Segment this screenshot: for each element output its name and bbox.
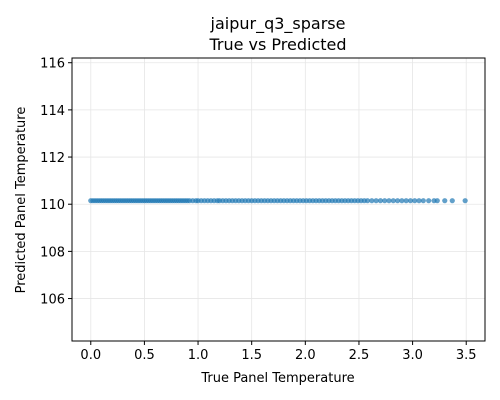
x-axis-label: True Panel Temperature [200, 371, 354, 386]
x-tick-label: 3.0 [402, 348, 423, 363]
x-tick-label: 0.5 [134, 348, 155, 363]
data-point [382, 198, 388, 204]
y-tick-label: 108 [40, 245, 65, 260]
x-tick-label: 2.0 [295, 348, 316, 363]
data-point [442, 198, 448, 204]
data-point [462, 198, 468, 204]
data-point [426, 198, 432, 204]
x-tick-label: 3.5 [456, 348, 477, 363]
y-tick-label: 106 [40, 293, 65, 308]
chart-subtitle: True vs Predicted [208, 35, 346, 54]
data-point [449, 198, 455, 204]
data-point [403, 198, 409, 204]
data-point [434, 198, 440, 204]
x-tick-label: 1.5 [241, 348, 262, 363]
x-axis-ticks: 0.0 0.5 1.0 1.5 2.0 2.5 3.0 3.5 [80, 341, 477, 363]
data-point [369, 198, 375, 204]
x-tick-label: 0.0 [80, 348, 101, 363]
data-point [373, 198, 379, 204]
y-tick-label: 116 [40, 57, 65, 72]
data-point [390, 198, 396, 204]
data-points [88, 198, 468, 204]
y-axis-label: Predicted Panel Temperature [14, 107, 29, 294]
data-point [386, 198, 392, 204]
y-tick-label: 112 [40, 151, 65, 166]
data-point [416, 198, 422, 204]
x-tick-label: 1.0 [188, 348, 209, 363]
x-tick-label: 2.5 [349, 348, 370, 363]
data-point [399, 198, 405, 204]
data-point [407, 198, 414, 204]
plot-area-frame [71, 57, 486, 342]
chart-title: jaipur_q3_sparse [210, 14, 346, 34]
y-tick-label: 114 [40, 104, 65, 119]
y-tick-label: 110 [40, 198, 65, 213]
y-axis-ticks: 106 108 110 112 114 116 [40, 57, 72, 308]
data-point [394, 198, 401, 204]
data-point [377, 198, 384, 204]
data-point [364, 198, 371, 204]
data-point [420, 198, 426, 204]
data-point [412, 198, 418, 204]
